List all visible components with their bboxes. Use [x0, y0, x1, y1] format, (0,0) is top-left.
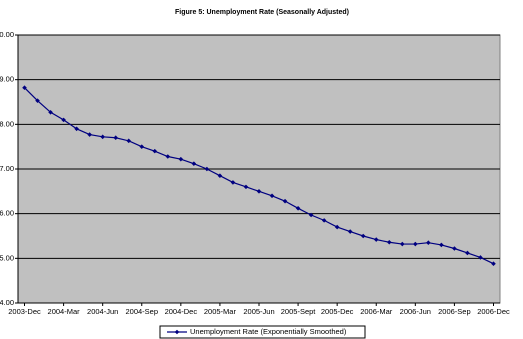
y-tick-label: 9.00 [0, 75, 14, 84]
data-point [465, 250, 470, 256]
data-point [478, 255, 483, 260]
x-tick-label: 2005-Sept [281, 307, 317, 316]
data-point [334, 224, 340, 230]
data-point [204, 166, 210, 172]
data-point [373, 237, 379, 242]
data-point [439, 242, 444, 248]
x-tick-label: 2006-Dec [477, 307, 510, 316]
data-point [413, 241, 418, 247]
x-tick-label: 2004-Dec [165, 307, 198, 316]
data-point [217, 173, 223, 178]
data-point [386, 239, 392, 245]
data-point [165, 154, 171, 159]
legend-label: Unemployment Rate (Exponentially Smoothe… [190, 327, 347, 336]
legend-marker [174, 329, 180, 335]
legend-box [159, 325, 366, 339]
data-point [243, 184, 249, 190]
x-tick-label: 2006-Sep [438, 307, 471, 316]
x-tick-label: 2004-Mar [48, 307, 81, 316]
x-tick-label: 2003-Dec [8, 307, 41, 316]
data-point [61, 117, 66, 123]
data-point [113, 135, 119, 141]
x-tick-label: 2004-Sep [125, 307, 158, 316]
x-tick-label: 2006-Mar [360, 307, 393, 316]
data-point [22, 85, 27, 91]
data-point [126, 138, 132, 144]
data-point [399, 241, 405, 247]
data-point [347, 229, 353, 234]
y-tick-label: 8.00 [0, 119, 14, 128]
y-tick-label: 4.00 [0, 298, 14, 307]
data-point [491, 261, 496, 266]
chart-title: Figure 5: Unemployment Rate (Seasonally … [175, 9, 349, 16]
data-point [87, 132, 92, 137]
data-point [256, 189, 262, 194]
y-tick-label: 10.00 [0, 30, 14, 39]
x-tick-label: 2005-Mar [204, 307, 237, 316]
data-point [74, 126, 79, 132]
data-point [452, 246, 457, 251]
data-point [139, 144, 145, 149]
y-tick-label: 7.00 [0, 164, 14, 173]
data-point [35, 98, 40, 103]
y-tick-label: 5.00 [0, 253, 14, 262]
data-point [100, 134, 105, 140]
data-point [178, 156, 184, 162]
x-tick-label: 2004-Jun [87, 307, 118, 316]
data-point [230, 180, 236, 185]
data-point [48, 109, 53, 115]
y-tick-label: 6.00 [0, 209, 14, 218]
data-point [360, 233, 366, 239]
data-point [295, 206, 301, 211]
x-tick-label: 2006-Jun [400, 307, 431, 316]
x-tick-label: 2005-Jun [243, 307, 274, 316]
data-point [152, 148, 158, 154]
data-point [191, 161, 197, 166]
data-point [426, 240, 431, 245]
legend: Unemployment Rate (Exponentially Smoothe… [159, 325, 366, 339]
data-point [321, 218, 327, 223]
x-tick-label: 2005-Dec [321, 307, 354, 316]
data-point [269, 193, 275, 199]
data-point [282, 198, 288, 204]
data-point [308, 212, 314, 218]
